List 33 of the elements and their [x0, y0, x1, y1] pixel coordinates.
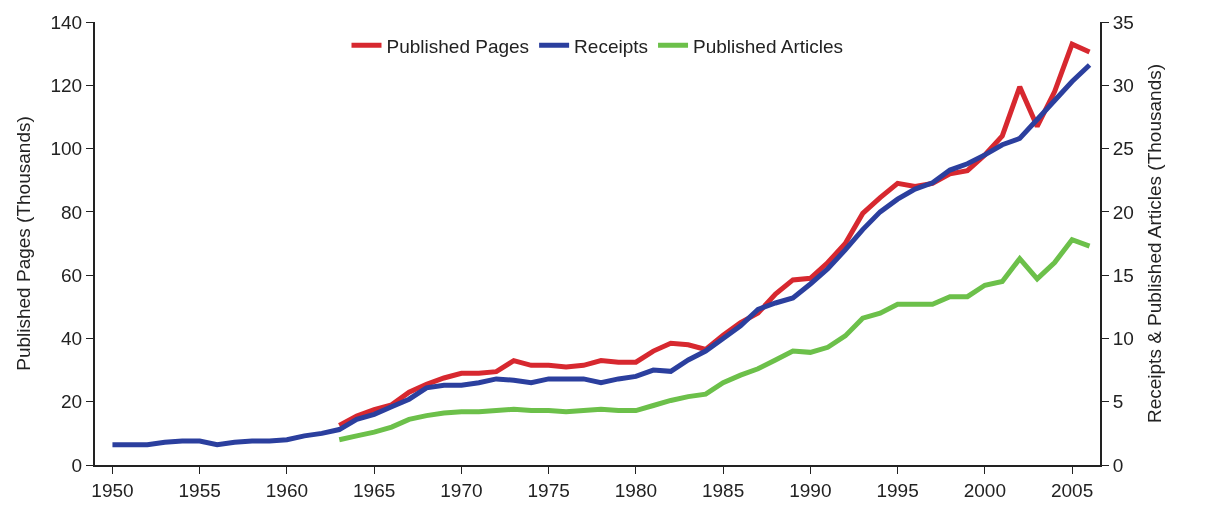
x-tick-label: 1980 [614, 479, 658, 501]
legend-label: Published Articles [693, 35, 843, 57]
x-tick-label: 1990 [789, 479, 832, 501]
y2-axis-title: Receipts & Published Articles (Thousands) [1144, 63, 1166, 424]
y-tick-label: 120 [50, 74, 83, 96]
y-tick-label: 0 [71, 454, 83, 476]
x-tick-label: 1965 [353, 479, 396, 501]
y2-tick-label: 35 [1112, 11, 1134, 33]
y2-tick-label: 30 [1112, 74, 1134, 96]
y2-tick-label: 0 [1112, 454, 1124, 476]
y-tick-label: 20 [61, 391, 83, 413]
y-tick-label: 60 [61, 264, 83, 286]
y2-tick-label: 20 [1112, 201, 1134, 223]
y-tick-label: 80 [61, 201, 83, 223]
y2-tick-label: 25 [1112, 138, 1134, 160]
legend-label: Published Pages [386, 35, 530, 57]
y-tick-label: 140 [50, 11, 83, 33]
y-axis-title: Published Pages (Thousands) [12, 116, 34, 371]
x-tick-label: 2005 [1050, 479, 1094, 501]
y-tick-label: 40 [61, 328, 83, 350]
x-tick-label: 1955 [178, 479, 221, 501]
x-tick-label: 2000 [963, 479, 1006, 501]
legend-label: Receipts [574, 35, 649, 57]
y-tick-label: 100 [50, 138, 83, 160]
x-tick-label: 1970 [440, 479, 483, 501]
x-tick-label: 1985 [701, 479, 745, 501]
y2-tick-label: 15 [1112, 264, 1134, 286]
y2-tick-label: 10 [1112, 328, 1134, 350]
x-tick-label: 1995 [876, 479, 919, 501]
y2-tick-label: 5 [1112, 391, 1124, 413]
x-tick-label: 1960 [265, 479, 309, 501]
x-tick-label: 1975 [527, 479, 570, 501]
x-tick-label: 1950 [91, 479, 134, 501]
